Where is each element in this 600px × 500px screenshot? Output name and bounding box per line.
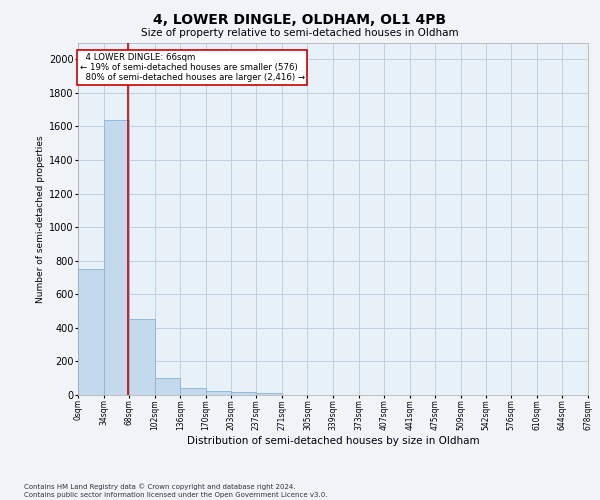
- Text: 4 LOWER DINGLE: 66sqm
← 19% of semi-detached houses are smaller (576)
  80% of s: 4 LOWER DINGLE: 66sqm ← 19% of semi-deta…: [80, 52, 305, 82]
- Bar: [230, 392, 256, 395]
- Bar: [78, 269, 104, 395]
- Bar: [104, 120, 129, 395]
- Bar: [155, 378, 181, 395]
- Text: Size of property relative to semi-detached houses in Oldham: Size of property relative to semi-detach…: [141, 28, 459, 38]
- Bar: [206, 391, 230, 395]
- Y-axis label: Number of semi-detached properties: Number of semi-detached properties: [36, 135, 45, 302]
- Bar: [256, 394, 282, 395]
- Bar: [181, 388, 206, 395]
- X-axis label: Distribution of semi-detached houses by size in Oldham: Distribution of semi-detached houses by …: [187, 436, 479, 446]
- Text: 4, LOWER DINGLE, OLDHAM, OL1 4PB: 4, LOWER DINGLE, OLDHAM, OL1 4PB: [154, 12, 446, 26]
- Text: Contains HM Land Registry data © Crown copyright and database right 2024.
Contai: Contains HM Land Registry data © Crown c…: [24, 484, 328, 498]
- Bar: [129, 320, 155, 395]
